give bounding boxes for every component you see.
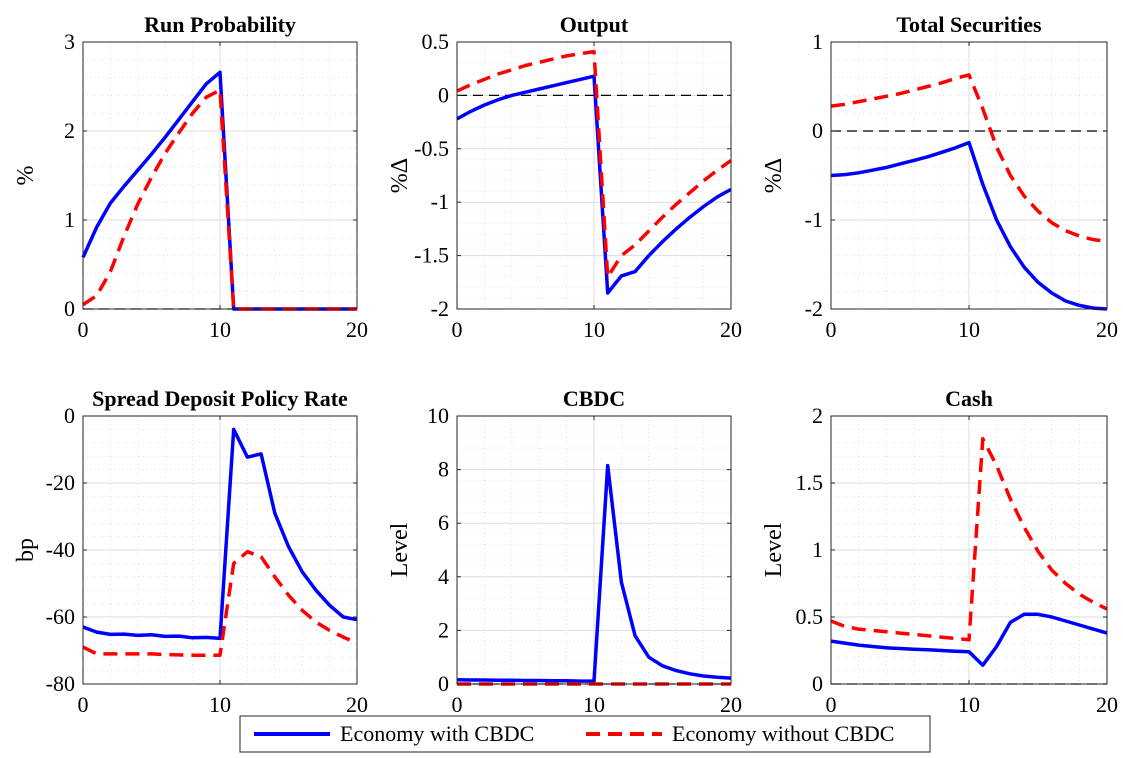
y-tick-label: 8 (438, 457, 449, 482)
y-tick-label: 0 (812, 118, 823, 143)
y-tick-label: 1 (812, 29, 823, 54)
legend-label: Economy with CBDC (340, 721, 534, 746)
legend-box (239, 715, 931, 753)
chart-panel-3: 0 10 20 -2 -1 0 1 Total Securities %Δ (761, 12, 1118, 342)
y-tick-label: -20 (46, 470, 75, 495)
x-tick-label: 10 (958, 317, 980, 342)
y-tick-label: 1.5 (796, 470, 824, 495)
y-axis-label: Level (761, 522, 787, 577)
series-line-with-cbdc (830, 612, 1108, 667)
y-tick-label: 0 (438, 82, 449, 107)
chart-title: Output (560, 12, 629, 37)
y-tick-label: 10 (427, 403, 449, 428)
x-tick-label: 20 (720, 692, 742, 717)
grid (830, 415, 1108, 685)
chart-title: CBDC (563, 386, 625, 411)
x-tick-label: 0 (78, 692, 89, 717)
series-line-without-cbdc (456, 49, 733, 279)
x-tick-label: 10 (209, 692, 231, 717)
y-tick-label: -1 (431, 189, 449, 214)
grid (456, 415, 732, 685)
x-tick-label: 0 (826, 317, 837, 342)
chart-title: Spread Deposit Policy Rate (92, 386, 348, 411)
x-tick-label: 0 (826, 692, 837, 717)
y-axis-label: % (13, 166, 39, 186)
grid (830, 41, 1108, 310)
y-tick-label: -1.5 (414, 243, 449, 268)
y-tick-label: 2 (812, 403, 823, 428)
y-tick-label: -2 (805, 296, 823, 321)
y-axis-label: %Δ (761, 158, 787, 193)
chart-panel-1: 0 10 20 0 1 2 3 Run Probability% (13, 12, 368, 342)
chart-title: Total Securities (896, 12, 1042, 37)
y-tick-label: 0.5 (422, 29, 450, 54)
series-line-without-cbdc (82, 549, 358, 657)
legend-label: Economy without CBDC (672, 721, 894, 746)
y-tick-label: 2 (438, 617, 449, 642)
y-tick-label: 6 (438, 510, 449, 535)
y-tick-label: 0 (438, 671, 449, 696)
series-line-with-cbdc (82, 427, 358, 641)
x-tick-label: 20 (1096, 317, 1118, 342)
chart-title: Cash (945, 386, 993, 411)
y-axis-label: bp (13, 538, 39, 562)
y-tick-label: -40 (46, 537, 75, 562)
y-tick-label: 2 (64, 118, 75, 143)
x-tick-label: 10 (209, 317, 231, 342)
x-tick-label: 10 (958, 692, 980, 717)
y-axis-label: Level (387, 522, 413, 577)
x-tick-label: 10 (583, 317, 605, 342)
x-tick-label: 20 (720, 317, 742, 342)
y-tick-label: -1 (805, 207, 823, 232)
x-tick-label: 0 (452, 692, 463, 717)
y-tick-label: 1 (64, 207, 75, 232)
chart-panel-4: 0 10 20 -80 -60 -40 -20 0 Spread Deposit Policy … (13, 386, 368, 717)
y-tick-label: 0.5 (796, 604, 824, 629)
y-tick-label: 0 (64, 296, 75, 321)
series-line-without-cbdc (830, 73, 1108, 244)
chart-panel-5: 0 10 20 0 2 4 6 8 10 CBDC Level (387, 386, 742, 717)
x-tick-label: 0 (78, 317, 89, 342)
series-line-without-cbdc (830, 437, 1108, 642)
y-tick-label: 4 (438, 564, 449, 589)
series-line-with-cbdc (830, 140, 1108, 311)
chart-panel-2: 0 10 20 -2 -1.5 -1 -0.5 0 0.5 Output %Δ (387, 12, 742, 342)
x-tick-label: 20 (346, 692, 368, 717)
y-tick-label: -0.5 (414, 136, 449, 161)
grid (82, 415, 358, 685)
y-tick-label: -80 (46, 671, 75, 696)
y-tick-label: 0 (64, 403, 75, 428)
y-tick-label: -60 (46, 604, 75, 629)
chart-panel-6: 0 10 20 0 0.5 1 1.5 2 Cash Level (761, 386, 1118, 717)
x-tick-label: 20 (346, 317, 368, 342)
y-tick-label: 0 (812, 671, 823, 696)
y-tick-label: 3 (64, 29, 75, 54)
x-tick-label: 0 (452, 317, 463, 342)
y-axis-label: %Δ (387, 158, 413, 193)
legend: Economy with CBDC Economy without CBDC (239, 715, 931, 753)
chart-title: Run Probability (144, 12, 296, 37)
y-tick-label: -2 (431, 296, 449, 321)
x-tick-label: 20 (1096, 692, 1118, 717)
y-tick-label: 1 (812, 537, 823, 562)
x-tick-label: 10 (583, 692, 605, 717)
